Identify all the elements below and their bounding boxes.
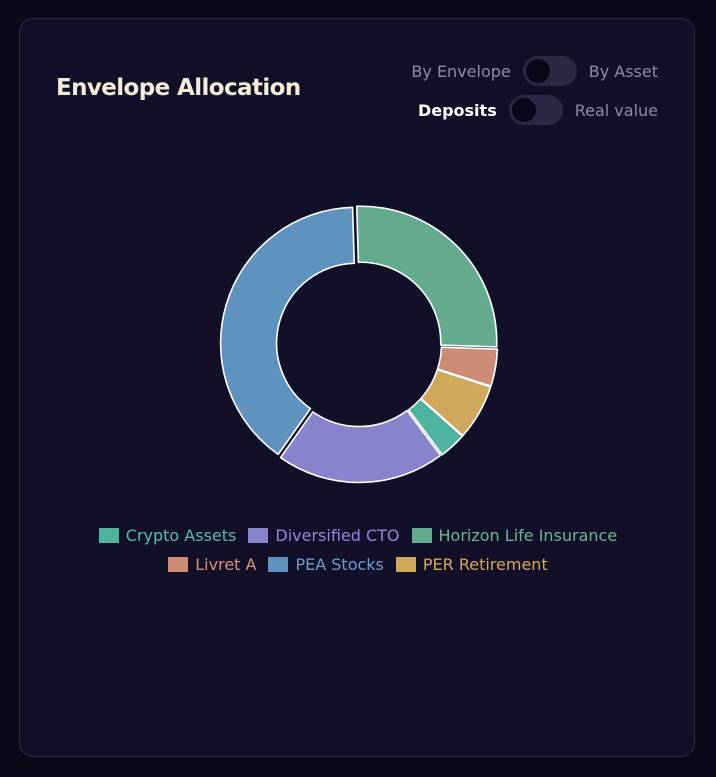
value-toggle-switch[interactable] bbox=[508, 95, 563, 125]
legend-item-per-retirement[interactable]: PER Retirement bbox=[395, 551, 548, 578]
by-asset-label[interactable]: By Asset bbox=[588, 61, 658, 81]
donut-slice-pea-stocks[interactable] bbox=[219, 206, 356, 456]
chart-legend: Crypto Assets Diversified CTO Horizon Life… bbox=[60, 522, 656, 580]
value-toggle-group: Deposits Real value bbox=[418, 95, 658, 125]
donut-slice-crypto-assets[interactable] bbox=[407, 398, 464, 456]
legend-swatch bbox=[268, 557, 289, 572]
legend-item-crypto-assets[interactable]: Crypto Assets bbox=[98, 522, 237, 549]
legend-item-pea-stocks[interactable]: PEA Stocks bbox=[268, 551, 384, 578]
legend-item-horizon-life-insurance[interactable]: Horizon Life Insurance bbox=[411, 522, 618, 549]
legend-swatch bbox=[248, 528, 269, 543]
card-title: Envelope Allocation bbox=[56, 75, 301, 101]
legend-item-diversified-cto[interactable]: Diversified CTO bbox=[248, 522, 400, 549]
legend-label: Diversified CTO bbox=[275, 526, 400, 545]
legend-swatch bbox=[411, 528, 432, 543]
donut-chart bbox=[219, 205, 499, 484]
view-toggle-knob bbox=[525, 59, 550, 83]
legend-label: PER Retirement bbox=[422, 555, 548, 574]
legend-label: Livret A bbox=[195, 555, 257, 574]
view-toggle-group: By Envelope By Asset bbox=[411, 56, 658, 86]
donut-slice-livret-a[interactable] bbox=[436, 346, 499, 387]
legend-swatch bbox=[395, 557, 416, 572]
deposits-label[interactable]: Deposits bbox=[417, 100, 497, 120]
donut-slice-horizon-life-insurance[interactable] bbox=[355, 205, 498, 348]
legend-label: Crypto Assets bbox=[125, 526, 237, 545]
legend-label: PEA Stocks bbox=[295, 555, 384, 574]
legend-swatch bbox=[98, 528, 119, 543]
legend-label: Horizon Life Insurance bbox=[438, 526, 618, 545]
value-toggle-knob bbox=[511, 98, 536, 122]
legend-item-livret-a[interactable]: Livret A bbox=[168, 551, 256, 578]
allocation-card: Envelope Allocation By Envelope By Asset… bbox=[19, 18, 695, 757]
by-envelope-label[interactable]: By Envelope bbox=[411, 61, 511, 81]
view-toggle-switch[interactable] bbox=[522, 56, 577, 86]
legend-swatch bbox=[168, 557, 189, 572]
donut-slice-diversified-cto[interactable] bbox=[279, 409, 442, 484]
real-value-label[interactable]: Real value bbox=[574, 100, 658, 120]
